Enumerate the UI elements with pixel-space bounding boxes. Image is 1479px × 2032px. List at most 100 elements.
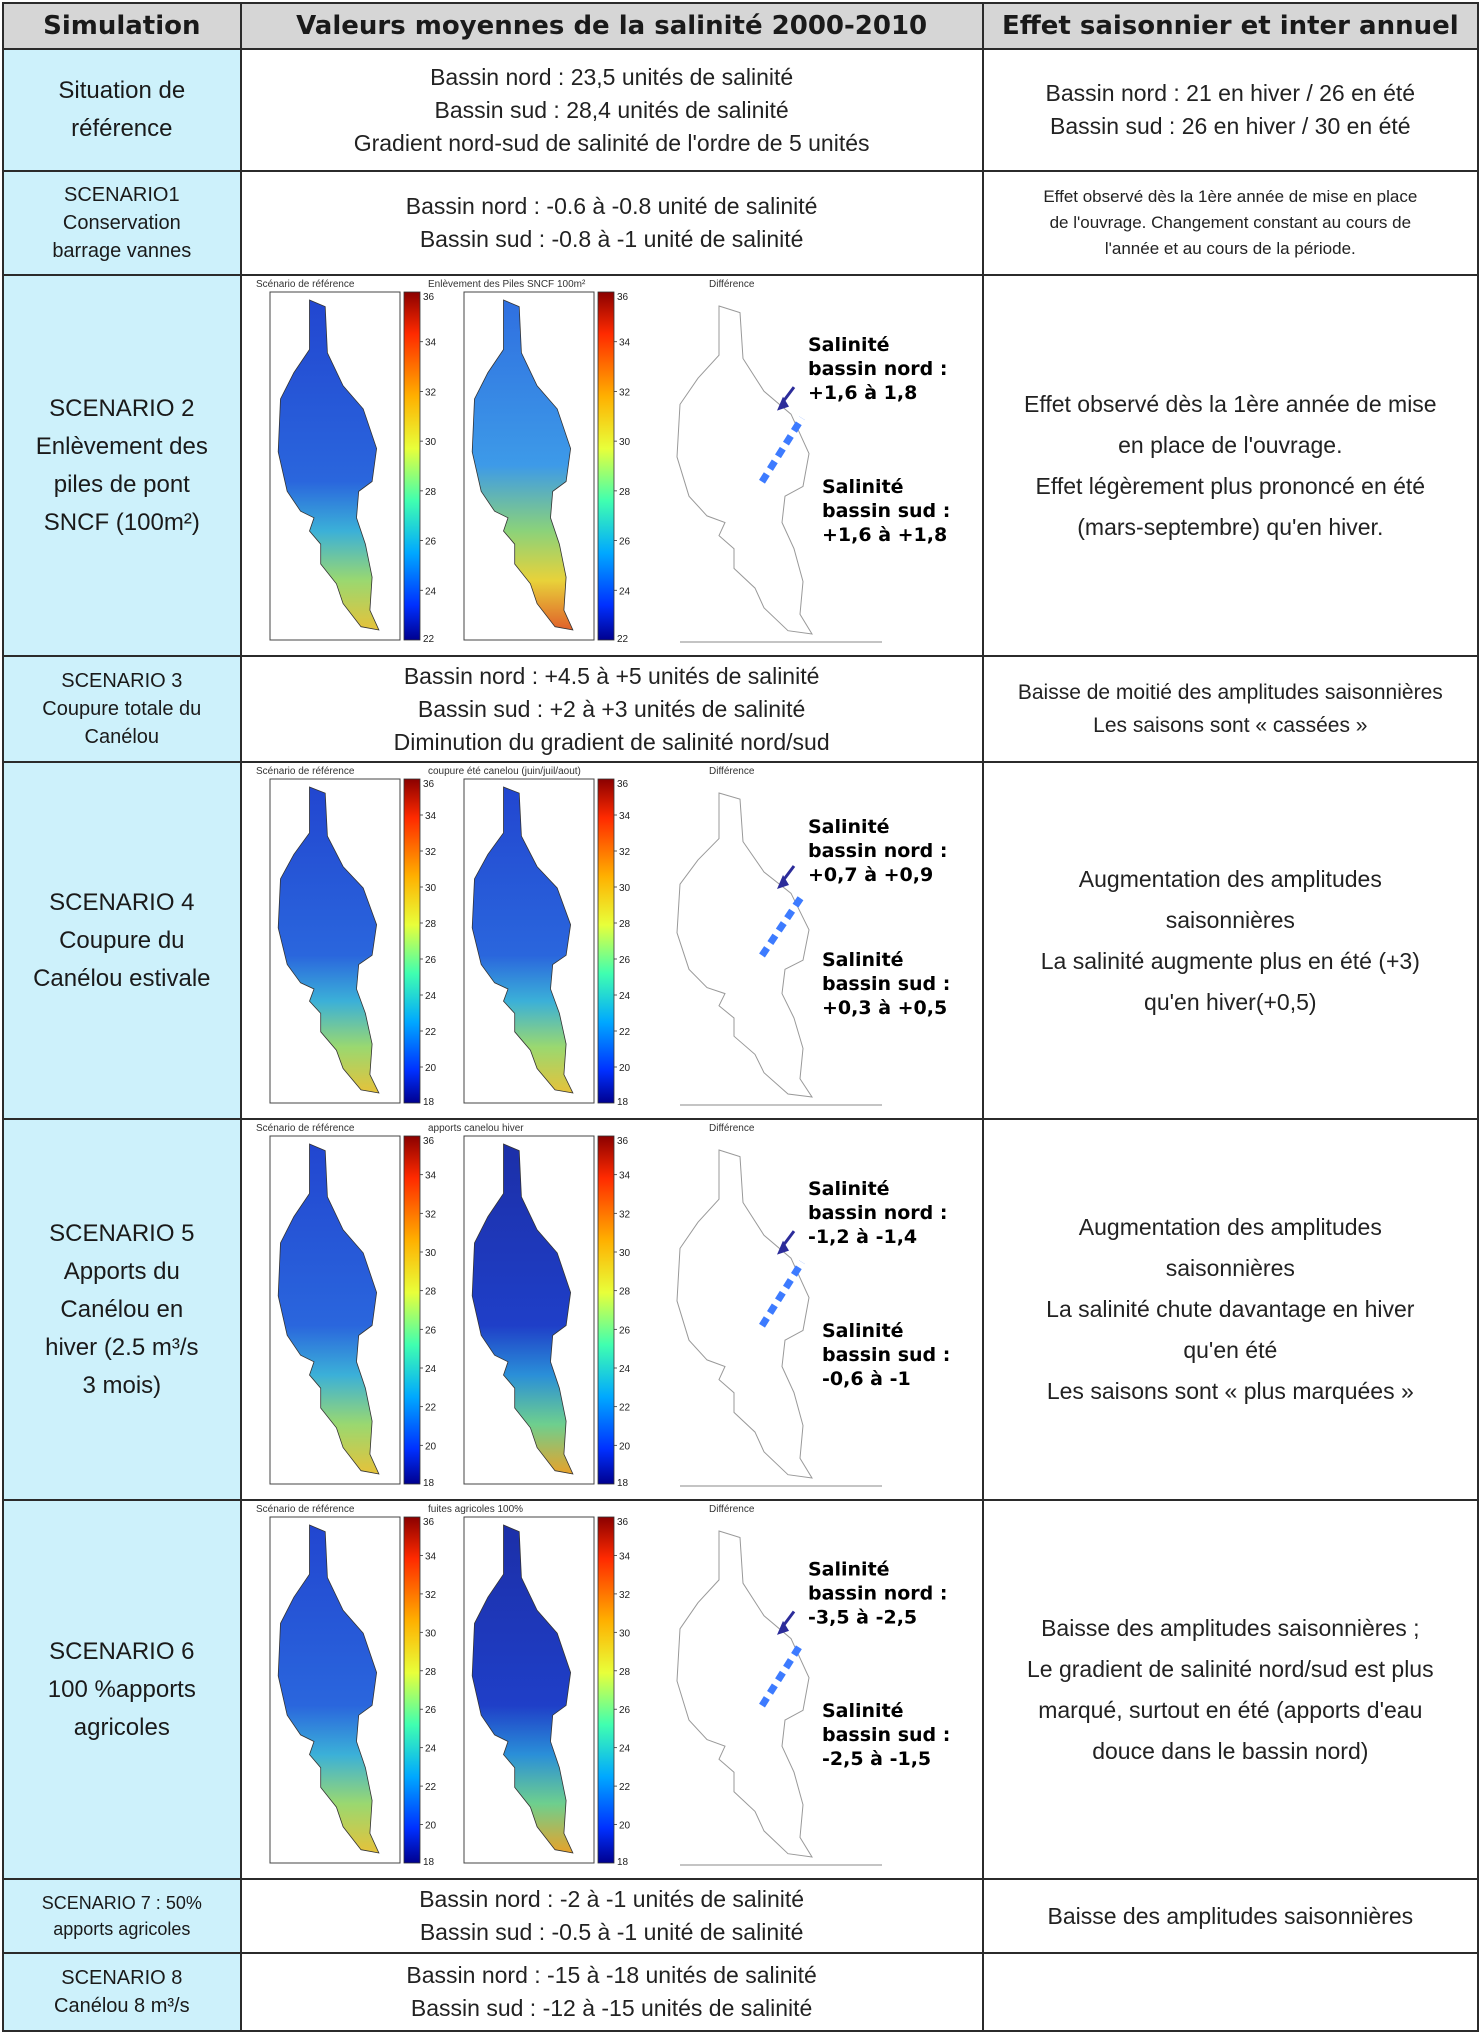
- south-basin-label: bassin sud :: [822, 1344, 950, 1366]
- colorbar-tick-label: 24: [425, 586, 437, 597]
- colorbar-tick-label: 34: [619, 1551, 631, 1562]
- effect-line: saisonnières: [1165, 906, 1295, 933]
- simulation-line: SCENARIO 5: [49, 1219, 195, 1247]
- values-line: Bassin sud : -12 à -15 unités de salinit…: [410, 1995, 813, 2021]
- colorbar: [597, 291, 615, 641]
- colorbar-tick-label: 32: [425, 387, 437, 398]
- effect-line: qu'en été: [1183, 1337, 1278, 1363]
- colorbar-tick-label: 20: [619, 1063, 631, 1074]
- panel-title-difference: Différence: [709, 1504, 755, 1515]
- south-basin-label: bassin sud :: [822, 973, 950, 995]
- panel-title-reference: Scénario de référence: [256, 1504, 355, 1515]
- colorbar-tick-label: 24: [425, 1744, 437, 1755]
- separation-line: [758, 416, 805, 484]
- simulation-line: Coupure du: [59, 926, 185, 954]
- arrow-head: [776, 875, 789, 889]
- salinity-map-figure: Scénario de référence coupure été canelou…: [256, 766, 950, 1108]
- colorbar-tick-label: 22: [425, 1403, 437, 1414]
- colorbar-tick-label: 32: [619, 847, 631, 858]
- lagoon-outline: [676, 792, 813, 1098]
- simulation-cell: SCENARIO 5 Apports du Canélou en hiver (…: [2, 1118, 242, 1501]
- colorbar-max-label: 36: [617, 1136, 629, 1147]
- lagoon-shape: [277, 1143, 380, 1475]
- simulation-line: Coupure totale du: [42, 698, 202, 720]
- south-basin-label: -2,5 à -1,5: [822, 1748, 931, 1770]
- colorbar-max-label: 36: [423, 1517, 435, 1528]
- values-line: Bassin nord : -2 à -1 unités de salinité: [419, 1886, 805, 1912]
- lagoon-outline: [676, 305, 813, 635]
- simulation-cell: SCENARIO1 Conservation barrage vannes: [2, 170, 242, 276]
- colorbar-tick-label: 26: [619, 955, 631, 966]
- simulation-line: SCENARIO 3: [61, 670, 183, 692]
- effect-line: Effet légèrement plus prononcé en été: [1035, 472, 1426, 499]
- north-basin-label: bassin nord :: [808, 358, 947, 380]
- simulation-line: Enlèvement des: [35, 432, 208, 460]
- values-cell: Bassin nord : 23,5 unités de salinité Ba…: [239, 48, 984, 172]
- arrow-head: [776, 396, 789, 411]
- colorbar-tick-label: 28: [619, 487, 631, 498]
- colorbar-tick-label: 32: [425, 847, 437, 858]
- lagoon-shape: [277, 299, 380, 631]
- header-simulation: Simulation: [2, 2, 242, 50]
- effect-line: saisonnières: [1165, 1255, 1295, 1281]
- colorbar-tick-label: 34: [425, 811, 437, 822]
- effect-line: Augmentation des amplitudes: [1078, 1214, 1382, 1240]
- simulation-cell: SCENARIO 6 100 %apports agricoles: [2, 1499, 242, 1880]
- south-basin-label: bassin sud :: [822, 1724, 950, 1746]
- simulation-line: Conservation: [62, 212, 181, 234]
- north-basin-label: Salinité: [808, 1178, 890, 1200]
- north-basin-label: bassin nord :: [808, 1202, 947, 1224]
- north-basin-label: -1,2 à -1,4: [808, 1226, 917, 1248]
- effect-line: Baisse des amplitudes saisonnières: [1047, 1902, 1414, 1929]
- colorbar-tick-label: 30: [425, 1628, 437, 1639]
- colorbar-tick-label: 28: [425, 919, 437, 930]
- simulation-cell: SCENARIO 4 Coupure du Canélou estivale: [2, 761, 242, 1120]
- simulation-line: hiver (2.5 m³/s: [45, 1333, 199, 1361]
- effect-line: Baisse de moitié des amplitudes saisonni…: [1017, 681, 1443, 704]
- lagoon-shape: [471, 1524, 574, 1854]
- colorbar-tick-label: 32: [619, 387, 631, 398]
- colorbar-tick-label: 28: [619, 919, 631, 930]
- colorbar-tick-label: 20: [619, 1441, 631, 1452]
- colorbar-tick-label: 26: [425, 1325, 437, 1336]
- simulation-line: SCENARIO 7 : 50%: [41, 1893, 202, 1913]
- colorbar-tick-label: 20: [425, 1441, 437, 1452]
- panel-title-reference: Scénario de référence: [256, 766, 355, 777]
- simulation-cell: SCENARIO 8 Canélou 8 m³/s: [2, 1952, 242, 2032]
- salinity-map-figure: Scénario de référence fuites agricoles 10…: [256, 1504, 950, 1868]
- table-row: SCENARIO 7 : 50% apports agricoles Bassi…: [2, 1878, 1479, 1954]
- lagoon-shape: [277, 786, 380, 1094]
- colorbar-tick-label: 34: [425, 1551, 437, 1562]
- effect-line: Bassin sud : 26 en hiver / 30 en été: [1050, 113, 1411, 139]
- figure-cell: Scénario de référence fuites agricoles 10…: [239, 1499, 984, 1880]
- lagoon-shape: [471, 299, 574, 631]
- colorbar: [597, 1135, 615, 1485]
- effect-line: Baisse des amplitudes saisonnières ;: [1041, 1614, 1420, 1641]
- simulation-line: piles de pont: [53, 470, 190, 498]
- colorbar-tick-label: 26: [425, 537, 437, 548]
- effect-cell: Effet observé dès la 1ère année de mise …: [981, 170, 1479, 276]
- colorbar-tick-label: 22: [619, 1403, 631, 1414]
- colorbar-min-label: 18: [423, 1857, 435, 1868]
- simulation-line: Canélou en: [60, 1295, 184, 1323]
- colorbar-tick-label: 20: [425, 1821, 437, 1832]
- colorbar-max-label: 36: [617, 779, 629, 790]
- colorbar-tick-label: 30: [425, 883, 437, 894]
- effect-line: l'année et au cours de la période.: [1104, 239, 1356, 258]
- lagoon-outline: [676, 1530, 813, 1858]
- table-row: Situation de référence Bassin nord : 23,…: [2, 48, 1479, 172]
- effect-cell: Baisse des amplitudes saisonnières ; Le …: [981, 1499, 1479, 1880]
- colorbar-max-label: 36: [423, 779, 435, 790]
- simulation-line: SCENARIO1: [64, 184, 180, 206]
- effect-cell: Baisse de moitié des amplitudes saisonni…: [981, 655, 1479, 763]
- simulation-cell: SCENARIO 7 : 50% apports agricoles: [2, 1878, 242, 1954]
- colorbar-tick-label: 24: [619, 1364, 631, 1375]
- colorbar-tick-label: 24: [425, 1364, 437, 1375]
- values-line: Bassin nord : -15 à -18 unités de salini…: [406, 1962, 817, 1988]
- values-cell: Bassin nord : -2 à -1 unités de salinité…: [239, 1878, 984, 1954]
- colorbar-tick-label: 30: [619, 1248, 631, 1259]
- effect-line: Effet observé dès la 1ère année de mise …: [1043, 187, 1418, 206]
- colorbar-tick-label: 34: [619, 1171, 631, 1182]
- effect-line: Bassin nord : 21 en hiver / 26 en été: [1045, 80, 1416, 106]
